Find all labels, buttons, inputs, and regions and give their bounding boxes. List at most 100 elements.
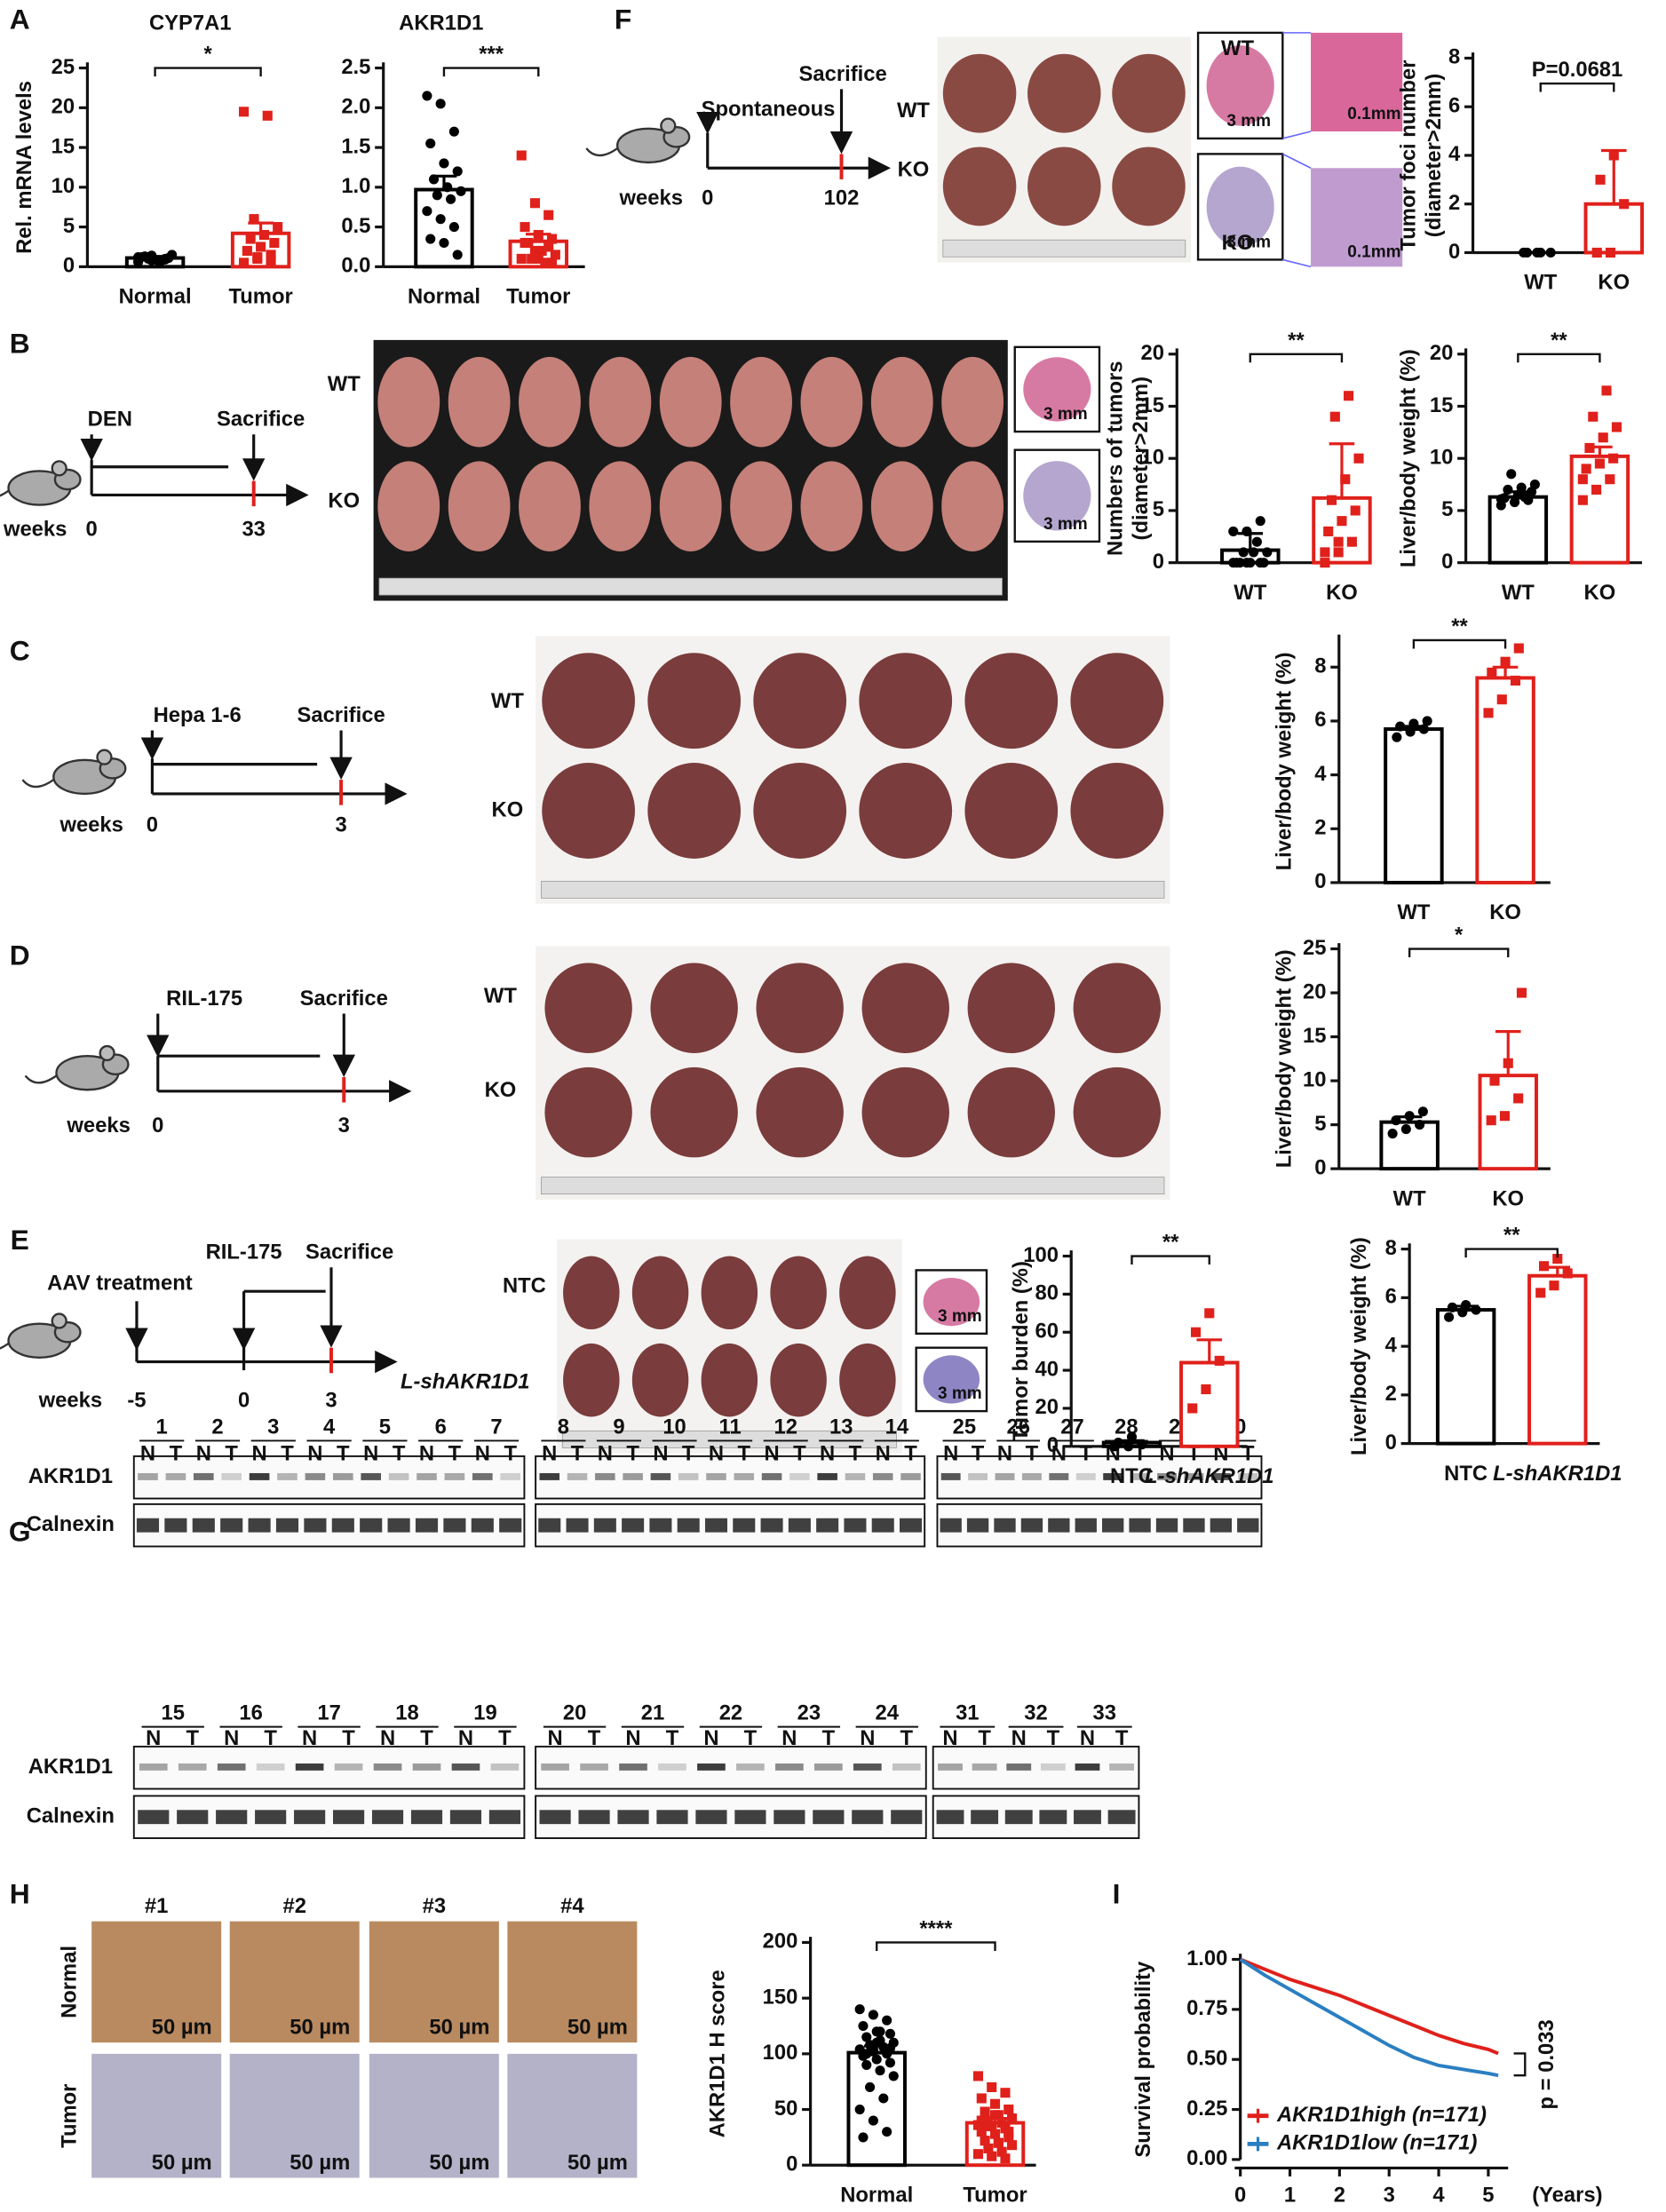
x-tick-label: Normal: [840, 2183, 913, 2207]
patient-label: 16: [239, 1701, 262, 1725]
patient-label: 17: [317, 1701, 340, 1725]
data-point: [1400, 1124, 1411, 1135]
data-point: [1333, 547, 1344, 558]
band: [539, 1472, 560, 1480]
band: [164, 1518, 187, 1533]
liver: [563, 1256, 620, 1330]
group-label: KO: [328, 489, 360, 513]
data-point: [1608, 150, 1619, 161]
band: [415, 1518, 439, 1533]
x-tick-label: Tumor: [963, 2183, 1027, 2207]
band: [891, 1810, 923, 1825]
data-point: [527, 253, 537, 264]
lane-label: T: [1026, 1442, 1039, 1466]
y-tick-label: 0: [1047, 1433, 1059, 1457]
y-tick-label: 6: [1448, 93, 1460, 117]
data-point: [1242, 526, 1252, 536]
liver: [859, 653, 953, 749]
data-point: [1201, 1383, 1211, 1395]
lane-label: N: [380, 1726, 395, 1750]
liver: [631, 1256, 689, 1330]
data-point: [536, 245, 547, 257]
data-point: [1500, 656, 1511, 667]
liver: [544, 1066, 632, 1158]
significance-label: ***: [479, 43, 504, 67]
scale-label: 50 µm: [429, 2151, 489, 2175]
band: [871, 1518, 894, 1533]
band: [817, 1472, 837, 1480]
band: [1075, 1472, 1096, 1480]
liver: [1027, 147, 1101, 226]
group-label: NTC: [503, 1274, 546, 1298]
band: [593, 1518, 616, 1533]
lane-label: T: [420, 1726, 433, 1750]
y-tick-label: 1.00: [1186, 1946, 1227, 1970]
liver: [1070, 763, 1164, 859]
group-label: WT: [1221, 36, 1254, 60]
lane-label: N: [251, 1442, 266, 1466]
lane-label: T: [738, 1442, 751, 1466]
label: weeks: [59, 813, 123, 837]
liver: [647, 763, 742, 859]
ruler: [378, 577, 1003, 596]
data-point: [1513, 643, 1524, 654]
band: [361, 1472, 382, 1480]
lane-label: T: [978, 1726, 991, 1750]
y-axis-label: Tumor burden (%): [1009, 1261, 1033, 1441]
y-tick-label: 5: [63, 214, 75, 238]
liver: [800, 461, 863, 551]
y-tick-label: 0: [1314, 1155, 1326, 1179]
data-point: [987, 2121, 997, 2131]
ihc-image: [91, 1921, 222, 2043]
y-tick-label: 100: [763, 2041, 798, 2065]
lane-label: T: [793, 1442, 806, 1466]
histology: [1023, 461, 1091, 531]
liver: [1073, 1066, 1162, 1158]
data-point: [1404, 1111, 1415, 1122]
ihc-image: [229, 1921, 360, 2043]
band: [387, 1518, 410, 1533]
liver: [377, 461, 440, 551]
liver: [770, 1256, 827, 1330]
band: [1075, 1763, 1100, 1771]
data-point: [1535, 1288, 1546, 1298]
band: [1040, 1763, 1066, 1771]
significance-label: ****: [919, 1916, 953, 1940]
lane-label: N: [598, 1442, 613, 1466]
patient-label: 2: [211, 1415, 223, 1439]
lane-label: N: [302, 1726, 317, 1750]
liver: [647, 653, 742, 749]
data-point: [976, 2127, 987, 2137]
panel-letter: C: [10, 635, 30, 667]
liver: [861, 1066, 949, 1158]
significance-label: *: [1455, 924, 1464, 947]
lane-label: N: [542, 1442, 557, 1466]
y-tick-label: 50: [774, 2097, 797, 2121]
band: [1049, 1472, 1069, 1480]
lane-label: N: [1080, 1726, 1095, 1750]
lane-label: N: [307, 1442, 322, 1466]
data-point: [540, 258, 551, 268]
data-point: [1344, 391, 1354, 401]
band: [165, 1472, 186, 1480]
data-point: [132, 252, 144, 263]
row-label: AKR1D1: [28, 1464, 113, 1488]
data-point: [242, 245, 252, 257]
data-point: [425, 234, 436, 244]
band: [936, 1810, 964, 1825]
lane-label: T: [264, 1726, 277, 1750]
group-label: KO: [1222, 231, 1254, 255]
data-point: [983, 2143, 994, 2153]
scale-label: 50 µm: [290, 2016, 350, 2040]
patient-label: 3: [267, 1415, 279, 1439]
x-tick-label: 3: [1384, 2183, 1395, 2207]
significance-label: **: [1551, 329, 1567, 353]
data-point: [1238, 547, 1249, 558]
band: [539, 1810, 571, 1825]
label: AAV treatment: [47, 1272, 193, 1296]
lane-label: T: [1115, 1726, 1129, 1750]
band: [734, 1810, 766, 1825]
significance-label: P=0.0681: [1532, 58, 1623, 82]
label: 0: [702, 186, 713, 210]
data-point: [1228, 526, 1239, 536]
